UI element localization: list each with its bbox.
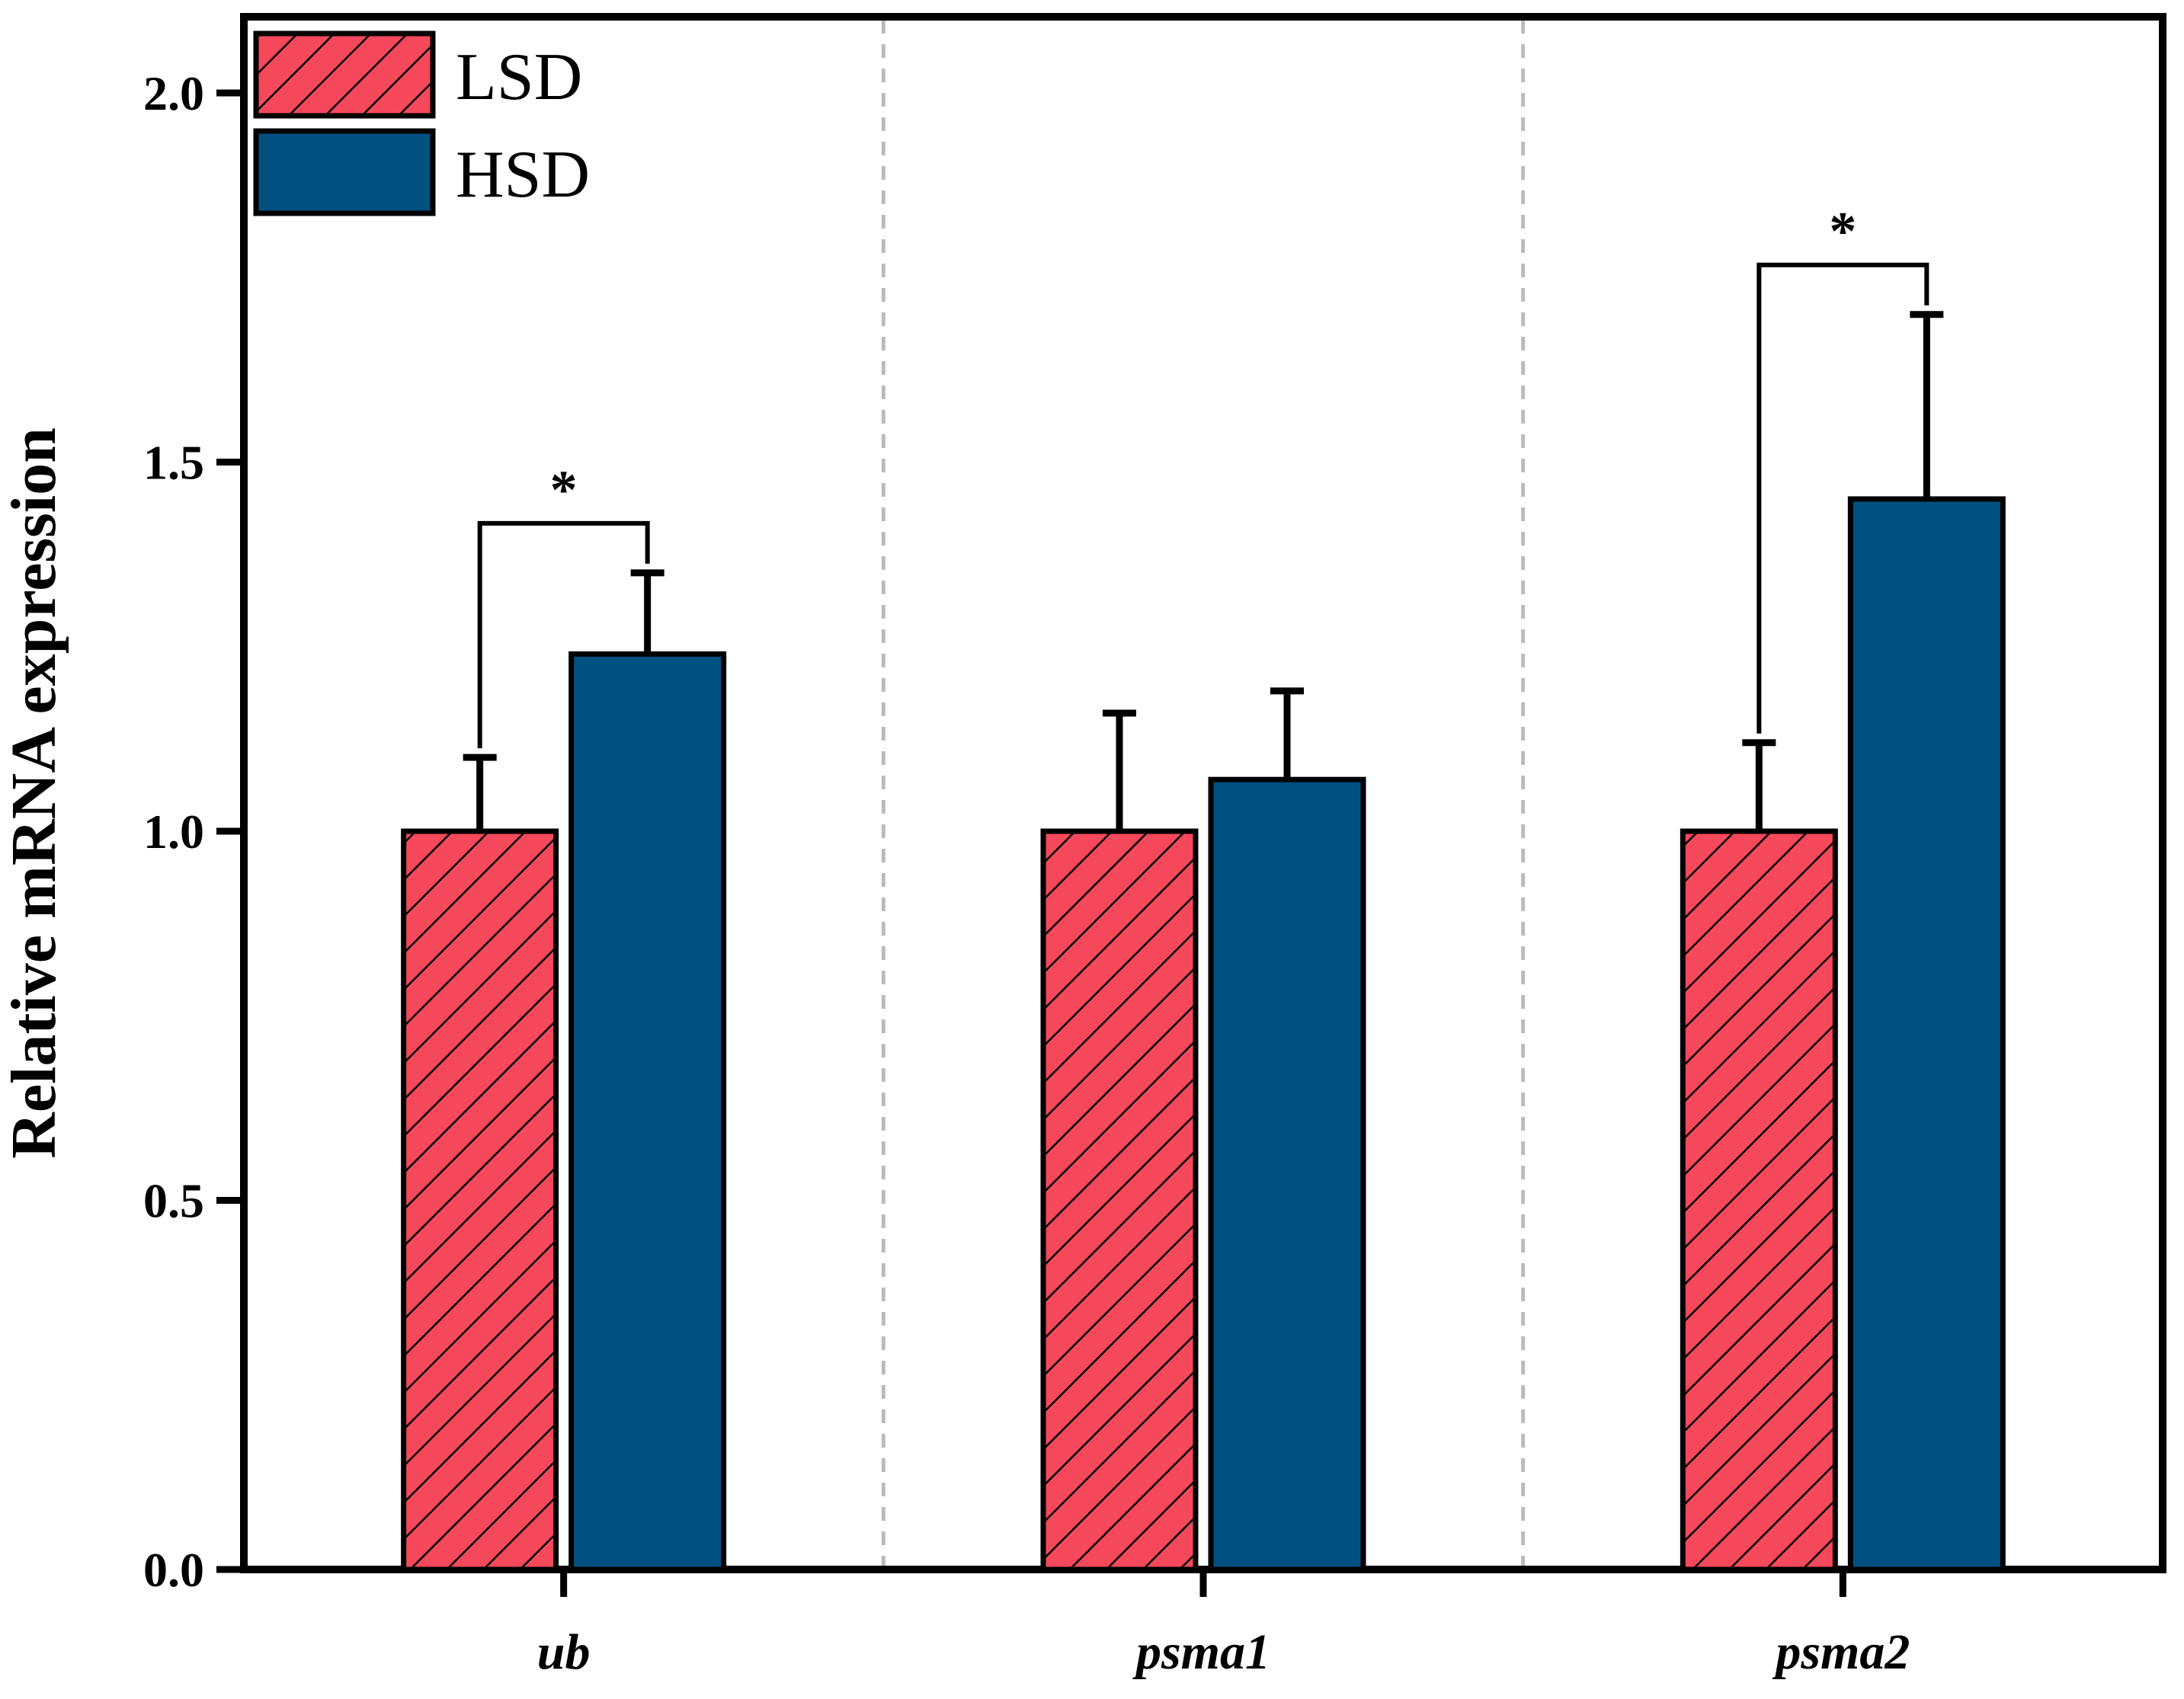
significance-label: *	[1829, 201, 1856, 262]
y-tick-label: 0.5	[143, 1174, 204, 1228]
x-tick-label: ub	[537, 1624, 591, 1680]
significance-bracket	[1756, 262, 1929, 734]
legend-label-lsd: LSD	[456, 40, 582, 114]
y-tick-label: 0.0	[143, 1543, 204, 1597]
bar-lsd	[1680, 828, 1838, 1573]
bar-lsd	[401, 828, 559, 1573]
y-tick-label: 1.0	[143, 805, 204, 859]
bar-lsd	[1040, 828, 1199, 1573]
y-tick-label: 1.5	[143, 436, 204, 490]
y-tick-label: 2.0	[143, 66, 204, 120]
bar-hsd	[1208, 776, 1366, 1573]
significance-bracket	[477, 520, 650, 749]
plot-area: 0.0 0.5 1.0 1.5 2.0 Relative mRNA expression u…	[0, 13, 2166, 1680]
significance-label: *	[550, 459, 578, 520]
bar-hsd	[1847, 496, 2006, 1573]
y-axis-title: Relative mRNA expression	[0, 427, 69, 1159]
legend-swatch-lsd	[253, 30, 436, 119]
x-tick-label: psma1	[1132, 1624, 1270, 1680]
legend-label-hsd: HSD	[456, 138, 590, 212]
x-tick-label: psma2	[1772, 1624, 1910, 1680]
bar-hsd	[568, 651, 727, 1573]
legend-swatch-hsd	[253, 128, 436, 216]
